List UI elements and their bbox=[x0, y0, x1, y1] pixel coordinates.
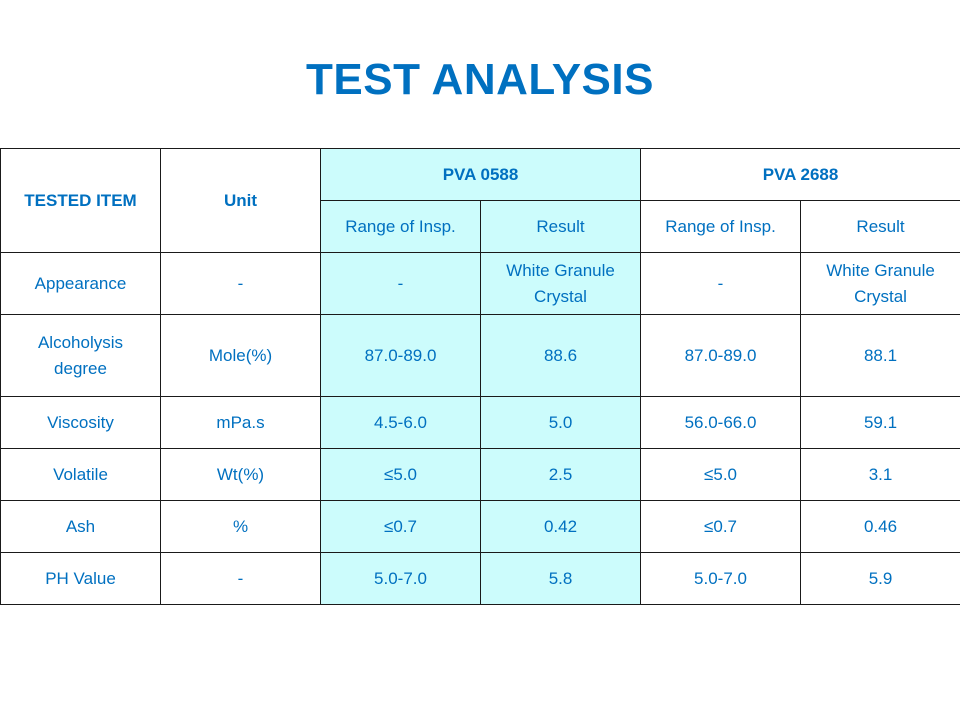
cell-range-0588: - bbox=[320, 252, 481, 315]
cell-unit: mPa.s bbox=[160, 396, 321, 449]
header-pva-0588: PVA 0588 bbox=[319, 148, 642, 201]
cell-result-2688: White Granule Crystal bbox=[800, 252, 960, 315]
table-row: Ash % ≤0.7 0.42 ≤0.7 0.46 bbox=[0, 500, 960, 553]
cell-result-2688: 88.1 bbox=[800, 314, 960, 397]
subheader-result-0588: Result bbox=[479, 200, 642, 253]
table-row: PH Value - 5.0-7.0 5.8 5.0-7.0 5.9 bbox=[0, 552, 960, 605]
cell-range-0588: 5.0-7.0 bbox=[320, 552, 481, 605]
cell-unit: - bbox=[160, 252, 321, 315]
cell-range-2688: 56.0-66.0 bbox=[640, 396, 802, 449]
header-tested-item: TESTED ITEM bbox=[0, 148, 161, 253]
header-unit: Unit bbox=[160, 148, 321, 253]
cell-result-2688: 59.1 bbox=[800, 396, 960, 449]
subheader-range-0588: Range of Insp. bbox=[320, 200, 481, 253]
cell-result-2688: 5.9 bbox=[800, 552, 960, 605]
table-row: Appearance - - White Granule Crystal - W… bbox=[0, 252, 960, 315]
cell-range-0588: 87.0-89.0 bbox=[320, 314, 481, 397]
header-pva-2688: PVA 2688 bbox=[640, 148, 960, 201]
cell-range-2688: 87.0-89.0 bbox=[640, 314, 802, 397]
cell-result-2688: 3.1 bbox=[800, 448, 960, 501]
cell-range-2688: - bbox=[640, 252, 802, 315]
cell-unit: - bbox=[160, 552, 321, 605]
cell-unit: % bbox=[160, 500, 321, 553]
cell-result-0588: 88.6 bbox=[479, 314, 642, 397]
cell-range-0588: ≤0.7 bbox=[320, 500, 481, 553]
table-row: Viscosity mPa.s 4.5-6.0 5.0 56.0-66.0 59… bbox=[0, 396, 960, 449]
cell-item: Alcoholysis degree bbox=[0, 314, 161, 397]
subheader-result-2688: Result bbox=[800, 200, 960, 253]
cell-range-0588: ≤5.0 bbox=[320, 448, 481, 501]
table-row: Volatile Wt(%) ≤5.0 2.5 ≤5.0 3.1 bbox=[0, 448, 960, 501]
cell-result-0588: 0.42 bbox=[479, 500, 642, 553]
cell-item: Appearance bbox=[0, 252, 161, 315]
cell-range-2688: ≤0.7 bbox=[640, 500, 802, 553]
cell-result-0588: 2.5 bbox=[479, 448, 642, 501]
cell-result-0588: White Granule Crystal bbox=[479, 252, 642, 315]
cell-unit: Mole(%) bbox=[160, 314, 321, 397]
cell-result-0588: 5.8 bbox=[479, 552, 642, 605]
cell-range-2688: ≤5.0 bbox=[640, 448, 802, 501]
cell-result-0588: 5.0 bbox=[479, 396, 642, 449]
cell-item: Volatile bbox=[0, 448, 161, 501]
page-title: TEST ANALYSIS bbox=[306, 55, 654, 104]
cell-range-0588: 4.5-6.0 bbox=[320, 396, 481, 449]
cell-item: Viscosity bbox=[0, 396, 161, 449]
cell-item: PH Value bbox=[0, 552, 161, 605]
cell-result-2688: 0.46 bbox=[800, 500, 960, 553]
test-analysis-table: TESTED ITEM Unit PVA 0588 PVA 2688 Range… bbox=[0, 148, 960, 605]
table-row: Alcoholysis degree Mole(%) 87.0-89.0 88.… bbox=[0, 314, 960, 397]
cell-item: Ash bbox=[0, 500, 161, 553]
cell-unit: Wt(%) bbox=[160, 448, 321, 501]
cell-range-2688: 5.0-7.0 bbox=[640, 552, 802, 605]
subheader-range-2688: Range of Insp. bbox=[640, 200, 802, 253]
